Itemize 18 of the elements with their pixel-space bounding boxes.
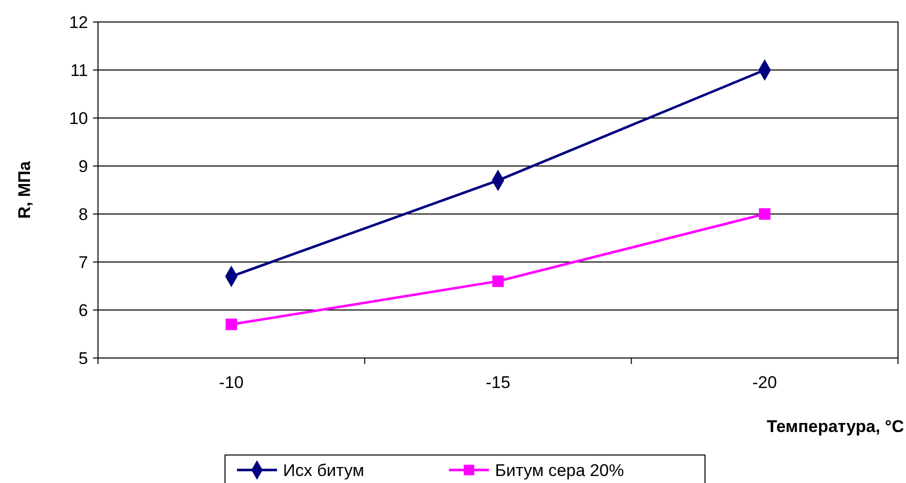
y-tick-label: 12 — [69, 12, 88, 32]
x-tick-label: -10 — [219, 373, 244, 392]
y-tick-label: 6 — [78, 300, 88, 320]
y-tick-label: 8 — [78, 204, 88, 224]
legend-label: Битум сера 20% — [495, 460, 624, 480]
y-tick-label: 10 — [69, 108, 88, 128]
point — [226, 318, 238, 330]
point — [492, 275, 504, 287]
point — [758, 208, 770, 220]
y-axis-title: R, МПа — [15, 160, 34, 219]
x-tick-label: -15 — [486, 373, 510, 392]
y-tick-label: 7 — [78, 252, 88, 272]
y-tick-label: 5 — [78, 348, 88, 368]
x-tick-label: -20 — [752, 373, 777, 392]
y-tick-label: 9 — [78, 156, 88, 176]
x-axis-title: Температура, °C — [766, 417, 904, 436]
y-tick-label: 11 — [70, 60, 88, 80]
legend-label: Исх битум — [283, 460, 364, 480]
